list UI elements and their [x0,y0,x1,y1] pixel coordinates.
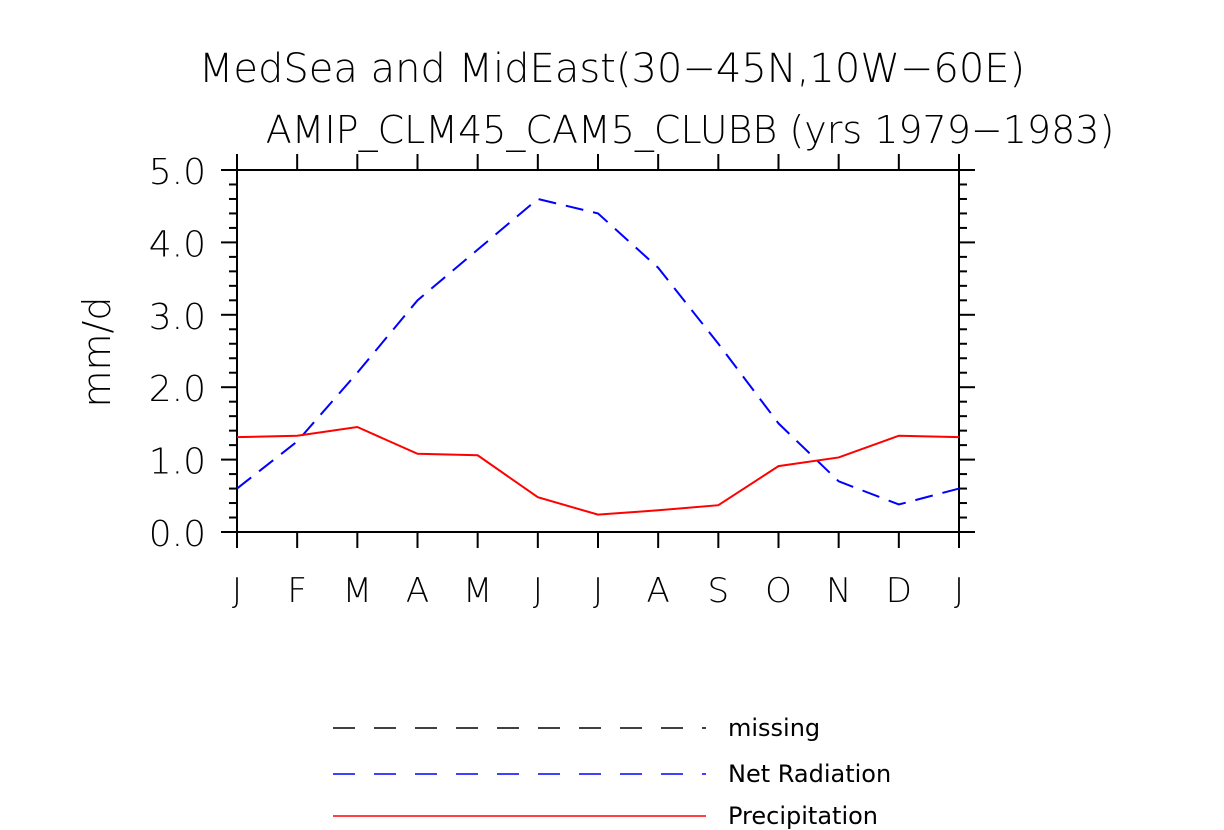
y-tick-labels: 0.0 1.0 2.0 3.0 4.0 5.0 [149,152,206,555]
series-lines [236,197,960,516]
x-tick-label: J [593,571,603,611]
x-tick-label: F [287,571,307,611]
plot-frame [236,169,960,533]
x-tick-label: J [232,571,242,611]
y-tick-label: 2.0 [149,369,206,410]
x-tick-label: J [954,571,964,611]
y-axis-label: mm/d [75,297,119,408]
series-line-net-radiation [236,197,960,506]
axis-ticks [221,154,975,548]
legend-label: Precipitation [728,802,878,830]
chart-title: MedSea and MidEast(30−45N,10W−60E) [199,46,1025,92]
y-tick-label: 4.0 [149,224,206,265]
x-tick-label: N [826,571,851,611]
x-tick-label: M [463,571,492,611]
legend-label: Net Radiation [728,760,891,788]
y-tick-label: 3.0 [149,297,206,338]
x-tick-label: A [406,571,429,611]
y-tick-label: 5.0 [149,152,206,193]
series-line-precipitation [236,425,960,516]
legend-label: missing [728,714,820,742]
x-tick-label: A [647,571,670,611]
x-tick-label: O [765,571,792,611]
y-tick-label: 0.0 [149,514,206,555]
legend: missing Net Radiation Precipitation [333,714,891,830]
x-tick-label: M [343,571,372,611]
x-tick-label: J [533,571,543,611]
chart-subtitle: AMIP_CLM45_CAM5_CLUBB (yrs 1979−1983) [266,108,1115,153]
x-tick-label: D [886,571,912,611]
x-tick-label: S [708,571,730,611]
y-tick-label: 1.0 [149,442,206,483]
